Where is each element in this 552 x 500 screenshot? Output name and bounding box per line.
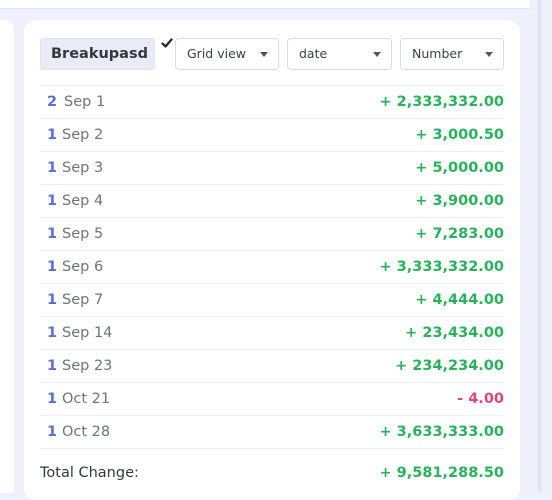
row-amount: + 3,333,332.00 <box>379 259 504 275</box>
row-date: Sep 5 <box>62 226 104 242</box>
total-value: + 9,581,288.50 <box>379 465 504 481</box>
metric-select-value: Number <box>412 46 463 61</box>
caret-down-icon <box>485 52 493 57</box>
row-count: 1 <box>47 391 58 407</box>
row-amount: + 234,234.00 <box>395 358 504 374</box>
row-amount: + 3,900.00 <box>415 193 504 209</box>
list-item[interactable]: 1 Sep 7 + 4,444.00 <box>40 283 504 316</box>
list-item[interactable]: 1 Sep 14 + 23,434.00 <box>40 316 504 349</box>
scrollbar-track[interactable] <box>538 0 541 493</box>
list-item[interactable]: 1 Sep 6 + 3,333,332.00 <box>40 250 504 283</box>
list-item[interactable]: 2 Sep 1 + 2,333,332.00 <box>40 85 504 118</box>
top-panel-edge <box>0 0 530 9</box>
row-count: 1 <box>47 325 58 341</box>
list-item[interactable]: 1 Oct 21 - 4.00 <box>40 382 504 415</box>
list-item[interactable]: 1 Sep 4 + 3,900.00 <box>40 184 504 217</box>
group-by-select[interactable]: date <box>287 38 392 70</box>
row-date: Oct 28 <box>62 424 111 440</box>
row-count: 1 <box>47 226 58 242</box>
list-item[interactable]: 1 Sep 2 + 3,000.50 <box>40 118 504 151</box>
row-count: 1 <box>47 160 58 176</box>
row-count: 1 <box>47 358 58 374</box>
metric-select[interactable]: Number <box>400 38 504 70</box>
row-date: Sep 14 <box>62 325 113 341</box>
list-item[interactable]: 1 Sep 3 + 5,000.00 <box>40 151 504 184</box>
list-item[interactable]: 1 Sep 5 + 7,283.00 <box>40 217 504 250</box>
row-count: 1 <box>47 259 58 275</box>
row-date: Sep 7 <box>62 292 104 308</box>
row-amount: + 3,633,333.00 <box>379 424 504 440</box>
checkmark-icon[interactable] <box>161 37 173 49</box>
row-count: 1 <box>47 127 58 143</box>
view-select[interactable]: Grid view <box>175 38 279 70</box>
breakup-name-field[interactable]: Breakupasd <box>40 38 155 70</box>
row-amount: + 2,333,332.00 <box>379 94 504 110</box>
row-date: Sep 4 <box>62 193 104 209</box>
left-panel-edge <box>0 20 14 493</box>
row-date: Sep 6 <box>62 259 104 275</box>
list-item[interactable]: 1 Oct 28 + 3,633,333.00 <box>40 415 504 448</box>
row-date: Sep 23 <box>62 358 113 374</box>
row-date: Sep 2 <box>62 127 104 143</box>
row-date: Sep 1 <box>64 94 106 110</box>
row-amount: + 3,000.50 <box>415 127 504 143</box>
caret-down-icon <box>373 52 381 57</box>
row-date: Sep 3 <box>62 160 104 176</box>
caret-down-icon <box>260 52 268 57</box>
view-select-value: Grid view <box>187 46 246 61</box>
row-date: Oct 21 <box>62 391 111 407</box>
breakup-card: Breakupasd Grid view date Number 2 Sep 1 +… <box>24 20 520 500</box>
row-amount: + 4,444.00 <box>415 292 504 308</box>
total-label: Total Change: <box>40 465 139 481</box>
list-item[interactable]: 1 Sep 23 + 234,234.00 <box>40 349 504 382</box>
breakup-list: 2 Sep 1 + 2,333,332.00 1 Sep 2 + 3,000.50 1 Sep… <box>40 85 504 448</box>
row-count: 1 <box>47 424 58 440</box>
row-amount: + 7,283.00 <box>415 226 504 242</box>
total-row: Total Change: + 9,581,288.50 <box>40 448 504 498</box>
row-amount: - 4.00 <box>457 391 504 407</box>
row-amount: + 23,434.00 <box>405 325 504 341</box>
row-amount: + 5,000.00 <box>415 160 504 176</box>
breakup-controls: Breakupasd Grid view date Number <box>40 38 504 70</box>
row-count: 1 <box>47 292 58 308</box>
row-count: 1 <box>47 193 58 209</box>
row-count: 2 <box>47 94 58 110</box>
group-by-select-value: date <box>299 46 328 61</box>
